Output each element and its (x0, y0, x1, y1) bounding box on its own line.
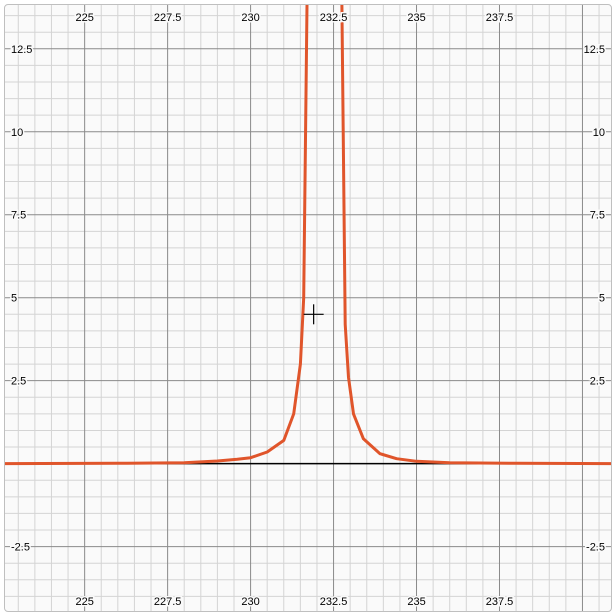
x-tick-label-bottom: 225 (75, 596, 93, 608)
y-tick-label-left: -2.5 (11, 542, 30, 554)
graph-plot[interactable]: 225 225 227.5 227.5 230 230 232.5 232.5 235 235 23… (5, 5, 611, 611)
x-tick-label-top: 225 (75, 12, 93, 24)
y-tick-label-left: 10 (11, 127, 23, 139)
x-tick-label-bottom: 230 (241, 596, 259, 608)
y-tick-label-left: 7.5 (11, 210, 26, 222)
major-gridlines (5, 5, 611, 611)
x-tick-label-top: 227.5 (154, 12, 182, 24)
x-tick-label-bottom: 227.5 (154, 596, 182, 608)
y-tick-label-right: -2.5 (586, 542, 605, 554)
x-tick-label-top: 230 (241, 12, 259, 24)
tick-labels: 225 225 227.5 227.5 230 230 232.5 232.5 235 235 23… (10, 11, 607, 610)
x-tick-label-bottom: 237.5 (486, 596, 514, 608)
curves (5, 5, 611, 466)
x-tick-label-bottom: 235 (407, 596, 425, 608)
y-tick-label-left: 2.5 (11, 376, 26, 388)
minor-gridlines (5, 5, 611, 611)
y-tick-label-left: 12.5 (11, 44, 32, 56)
x-tick-label-top: 232.5 (320, 12, 348, 24)
curve-left-branch (5, 5, 309, 466)
y-tick-label-right: 2.5 (590, 376, 605, 388)
y-tick-label-right: 12.5 (584, 44, 605, 56)
y-tick-label-right: 7.5 (590, 210, 605, 222)
y-tick-label-right: 5 (599, 293, 605, 305)
x-tick-label-top: 237.5 (486, 12, 514, 24)
x-tick-label-bottom: 232.5 (320, 596, 348, 608)
curve-right-branch (340, 5, 611, 466)
graph-canvas[interactable]: 225 225 227.5 227.5 230 230 232.5 232.5 235 235 23… (4, 4, 612, 612)
y-tick-label-left: 5 (11, 293, 17, 305)
y-tick-label-right: 10 (593, 127, 605, 139)
x-tick-label-top: 235 (407, 12, 425, 24)
crosshair-cursor-icon (303, 304, 324, 325)
